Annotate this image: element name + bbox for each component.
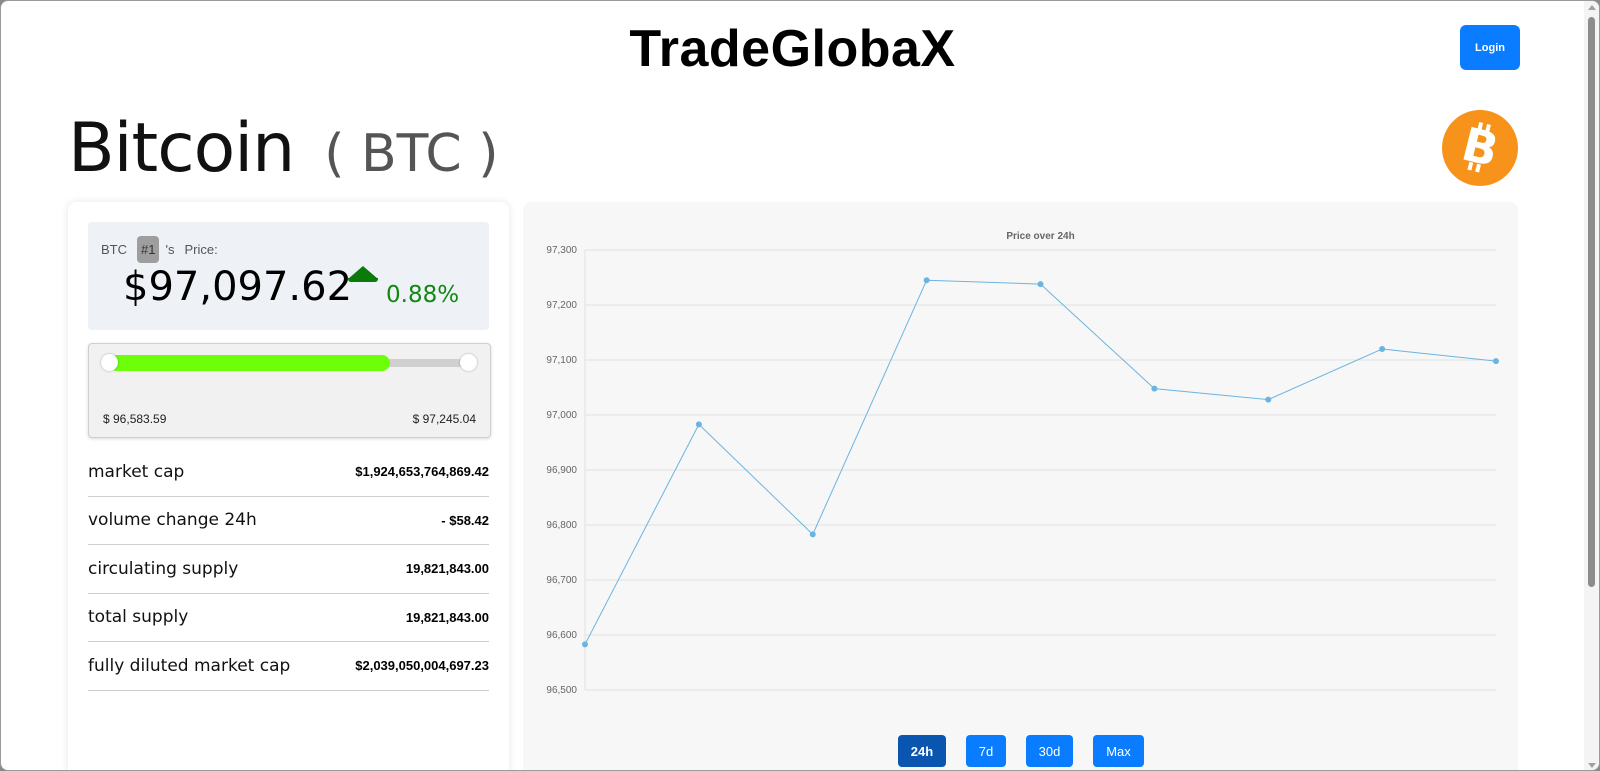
y-tick-label: 97,100 — [546, 355, 577, 366]
stat-row-market-cap: market cap $1,924,653,764,869.42 — [88, 448, 489, 497]
stat-label: circulating supply — [88, 558, 239, 579]
y-tick-label: 96,600 — [546, 630, 577, 641]
range-24h-fill — [109, 355, 390, 371]
stat-value: 19,821,843.00 — [405, 609, 489, 625]
data-point — [1151, 385, 1158, 392]
price-label-text: Price: — [184, 242, 218, 257]
vertical-scrollbar[interactable] — [1584, 1, 1599, 770]
range-button-7d[interactable]: 7d — [966, 735, 1006, 767]
y-tick-label: 96,900 — [546, 465, 577, 476]
y-tick-label: 96,800 — [546, 520, 577, 531]
data-point — [582, 641, 588, 648]
range-button-30d[interactable]: 30d — [1026, 735, 1073, 767]
up-arrow-icon-base — [348, 278, 378, 282]
coin-heading: Bitcoin ( BTC ) — [68, 109, 499, 188]
current-price: $97,097.62 — [123, 264, 353, 310]
stat-row-total-supply: total supply 19,821,843.00 — [88, 594, 489, 642]
data-point — [923, 277, 930, 284]
stat-row-volume-change: volume change 24h - $58.42 — [88, 497, 489, 545]
login-button[interactable]: Login — [1460, 25, 1520, 70]
stat-value: $2,039,050,004,697.23 — [355, 658, 489, 674]
stats-list: market cap $1,924,653,764,869.42 volume … — [88, 448, 489, 691]
y-tick-label: 97,300 — [546, 245, 577, 256]
stat-value: $1,924,653,764,869.42 — [355, 464, 489, 480]
data-point — [1379, 346, 1386, 352]
range-high-handle — [460, 354, 477, 371]
price-chart: Price over 24h 96,500 96,600 96,700 96,800 96… — [546, 231, 1499, 696]
time-range-buttons: 24h 7d 30d Max — [523, 735, 1518, 767]
price-change-percent: 0.88% — [386, 282, 460, 308]
stat-label: total supply — [88, 607, 189, 628]
stat-value: - $58.42 — [441, 512, 489, 528]
range-low-label: $ 96,583.59 — [103, 412, 167, 426]
scrollbar-thumb[interactable] — [1588, 17, 1595, 587]
price-chart-card: Price over 24h 96,500 96,600 96,700 96,800 96… — [523, 202, 1518, 770]
data-point — [695, 421, 702, 428]
coin-symbol: ( BTC ) — [324, 124, 499, 184]
site-title: TradeGlobaX — [629, 20, 956, 78]
y-tick-label: 97,200 — [546, 300, 577, 311]
data-point — [1265, 396, 1272, 403]
range-low-handle — [101, 354, 118, 371]
price-symbol: BTC — [101, 242, 127, 257]
stat-row-fully-diluted-market-cap: fully diluted market cap $2,039,050,004,… — [88, 642, 489, 691]
up-arrow-icon — [348, 266, 378, 279]
rank-badge: #1 — [137, 236, 160, 263]
y-tick-label: 96,700 — [546, 575, 577, 586]
scroll-up-icon[interactable] — [1588, 5, 1596, 10]
price-label: BTC #1 's Price: — [101, 236, 218, 263]
coin-info-card: BTC #1 's Price: $97,097.62 0.88% $ 96,5… — [68, 202, 509, 770]
y-tick-label: 96,500 — [546, 685, 577, 696]
price-possessive: 's — [165, 242, 175, 257]
range-24h-box: $ 96,583.59 $ 97,245.04 — [88, 343, 491, 438]
stat-row-circulating-supply: circulating supply 19,821,843.00 — [88, 545, 489, 594]
price-box: BTC #1 's Price: $97,097.62 0.88% — [88, 222, 489, 330]
range-button-24h[interactable]: 24h — [898, 735, 946, 767]
bitcoin-logo-icon: B — [1442, 110, 1518, 186]
data-point — [1037, 281, 1044, 288]
data-point — [809, 531, 816, 538]
y-tick-label: 97,000 — [546, 410, 577, 421]
data-point — [1493, 358, 1499, 365]
range-24h-track — [101, 354, 477, 371]
coin-name: Bitcoin — [68, 109, 295, 188]
price-series-line — [584, 279, 1497, 645]
range-high-label: $ 97,245.04 — [412, 412, 476, 426]
range-button-max[interactable]: Max — [1093, 735, 1144, 767]
stat-label: market cap — [88, 461, 185, 482]
stat-label: volume change 24h — [88, 510, 257, 531]
stat-value: 19,821,843.00 — [405, 561, 489, 577]
scroll-down-icon[interactable] — [1588, 763, 1596, 768]
stat-label: fully diluted market cap — [88, 655, 291, 676]
chart-title: Price over 24h — [1006, 231, 1074, 242]
